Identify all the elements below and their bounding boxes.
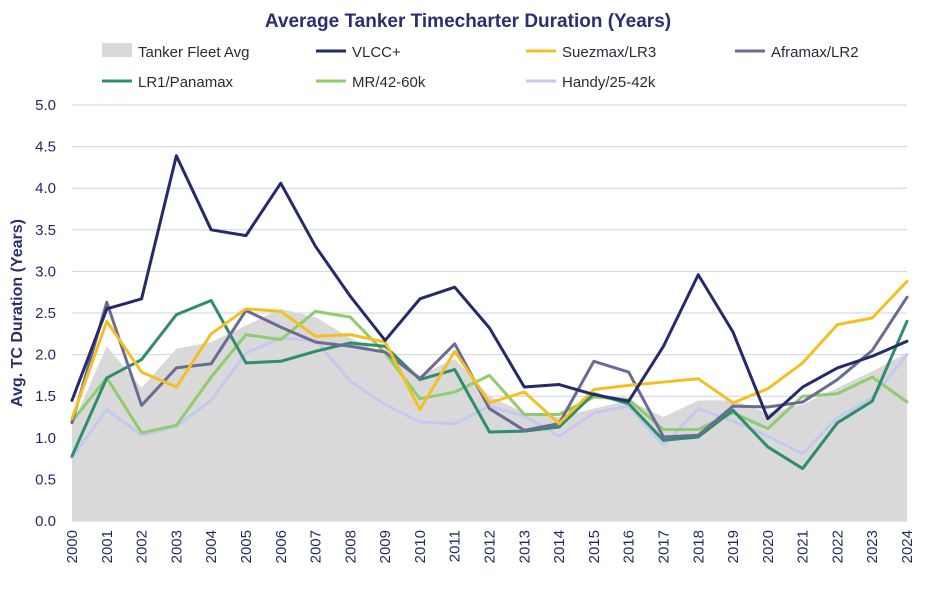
legend: Tanker Fleet Avg VLCC+ Suezmax/LR3 Aframax/… [102,43,859,91]
y-tick-label: 2.5 [35,305,56,322]
y-tick-label: 0.0 [35,513,56,530]
x-tick-label: 2007 [308,530,325,563]
y-tick-label: 4.0 [35,180,56,197]
legend-item: Tanker Fleet Avg [102,43,249,61]
x-tick-label: 2002 [134,530,151,563]
x-tick-label: 2008 [342,530,359,563]
x-tick-label: 2011 [447,530,464,562]
legend-label: VLCC+ [352,44,401,61]
x-tick-label: 2004 [203,530,220,563]
x-tick-label: 2023 [864,530,881,563]
y-tick-label: 3.5 [35,222,56,239]
y-tick-label: 1.5 [35,388,56,405]
series-line-vlcc [70,154,909,421]
series-line-lr1-panamax [70,299,909,471]
legend-item: Aframax/LR2 [735,44,859,61]
legend-item: LR1/Panamax [102,74,234,91]
series-line-suezmax-lr3 [70,279,909,426]
y-tick-label: 5.0 [35,97,56,114]
x-tick-label: 2024 [899,530,916,563]
chart-title: Average Tanker Timecharter Duration (Yea… [265,11,671,32]
x-tick-label: 2020 [760,530,777,563]
x-tick-label: 2013 [516,530,533,563]
legend-label: MR/42-60k [352,74,426,91]
x-axis-ticks: 2000 2001 2002 2003 2004 2005 2006 2007 2008 2009… [64,530,916,563]
x-tick-label: 2019 [725,530,742,563]
x-tick-label: 2001 [99,530,116,563]
x-tick-label: 2009 [377,530,394,563]
legend-label: Tanker Fleet Avg [138,44,249,61]
y-tick-label: 4.5 [35,139,56,156]
y-tick-label: 2.0 [35,347,56,364]
x-tick-label: 2017 [655,530,672,563]
x-tick-label: 2015 [586,530,603,563]
legend-label: LR1/Panamax [138,74,234,91]
legend-item: VLCC+ [316,44,401,61]
x-tick-label: 2022 [829,530,846,563]
x-tick-label: 2006 [273,530,290,563]
y-tick-label: 3.0 [35,263,56,280]
x-tick-label: 2021 [795,530,812,563]
x-tick-label: 2016 [621,530,638,563]
legend-label: Handy/25-42k [562,74,656,91]
series-line-mr-42-60k [70,309,909,435]
series-line-aframax-lr2 [70,295,909,439]
x-tick-label: 2003 [168,530,185,563]
legend-label: Suezmax/LR3 [562,44,656,61]
legend-label: Aframax/LR2 [771,44,859,61]
legend-swatch [102,43,132,57]
series-lines [70,154,909,471]
x-tick-label: 2012 [482,530,499,563]
legend-item: MR/42-60k [316,74,426,91]
x-tick-label: 2000 [64,530,81,563]
legend-item: Suezmax/LR3 [526,44,656,61]
y-tick-label: 0.5 [35,471,56,488]
x-tick-label: 2010 [412,530,429,563]
x-tick-label: 2018 [690,530,707,563]
x-tick-label: 2005 [238,530,255,563]
y-axis-label: Avg. TC Duration (Years) [9,219,26,407]
x-tick-label: 2014 [551,530,568,563]
legend-item: Handy/25-42k [526,74,656,91]
y-axis-ticks: 0.0 0.5 1.0 1.5 2.0 2.5 3.0 3.5 4.0 4.5 5.0 [35,97,56,530]
y-tick-label: 1.0 [35,430,56,447]
